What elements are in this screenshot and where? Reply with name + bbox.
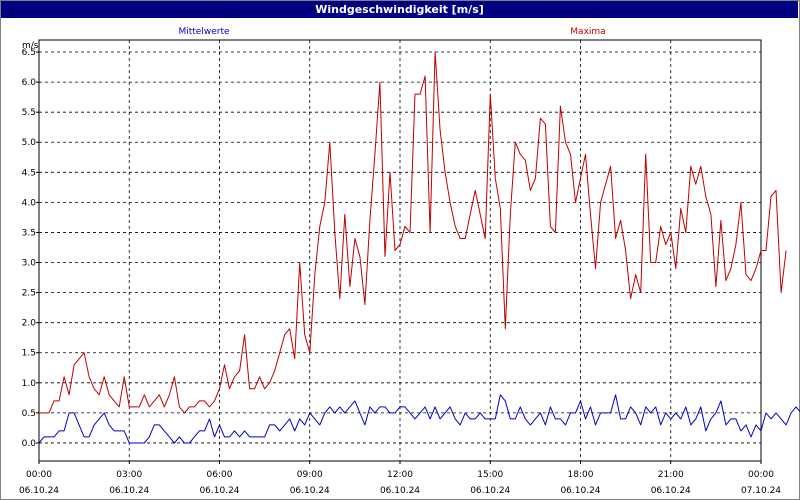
x-tick-time-label: 21:00 (658, 470, 684, 480)
x-tick-date-label: 06.10.24 (380, 486, 420, 496)
x-tick-time-label: 12:00 (387, 470, 413, 480)
x-tick-time-label: 00:00 (26, 470, 52, 480)
y-tick-label: 2.0 (22, 319, 37, 329)
y-tick-label: 0.5 (22, 409, 36, 419)
x-tick-date-label: 06.10.24 (651, 486, 691, 496)
series-lines (38, 51, 800, 444)
x-tick-time-label: 00:00 (748, 470, 774, 480)
x-tick-time-label: 03:00 (116, 470, 142, 480)
y-tick-label: 1.5 (22, 349, 36, 359)
legend-maxima: Maxima (570, 27, 605, 37)
grid-lines (39, 40, 761, 461)
x-tick-date-label: 07.10.24 (741, 486, 781, 496)
y-tick-label: 5.0 (22, 138, 37, 148)
y-axis-label: m/s (22, 41, 39, 51)
y-tick-label: 0.0 (22, 439, 37, 449)
x-axis: 00:00 06.10.24 03:00 06.10.24 06:00 06.10.24 0… (19, 461, 781, 496)
series-line-mittelwerte (38, 394, 800, 444)
chart-title: Windgeschwindigkeit [m/s] (1, 1, 798, 18)
y-tick-label: 6.0 (22, 78, 37, 88)
y-tick-label: 6.5 (22, 48, 36, 58)
y-tick-label: 5.5 (22, 108, 36, 118)
x-tick-date-label: 06.10.24 (560, 486, 600, 496)
y-tick-label: 1.0 (22, 379, 37, 389)
x-tick-date-label: 06.10.24 (290, 486, 330, 496)
x-tick-date-label: 06.10.24 (19, 486, 59, 496)
x-tick-time-label: 06:00 (207, 470, 233, 480)
y-tick-label: 3.5 (22, 228, 36, 238)
y-axis: m/s 0.0 0.5 1.0 1.5 2.0 2.5 3.0 3.5 4.0 4.5 5.0 5.5… (22, 41, 39, 449)
y-tick-label: 3.0 (22, 259, 37, 269)
y-tick-label: 4.0 (22, 198, 37, 208)
legend-mittelwerte: Mittelwerte (178, 27, 229, 37)
y-tick-label: 2.5 (22, 289, 36, 299)
x-tick-time-label: 18:00 (568, 470, 594, 480)
x-tick-date-label: 06.10.24 (199, 486, 239, 496)
x-tick-date-label: 06.10.24 (470, 486, 510, 496)
series-line-maxima (39, 51, 787, 414)
x-tick-time-label: 15:00 (477, 470, 503, 480)
x-tick-time-label: 09:00 (297, 470, 323, 480)
x-tick-date-label: 06.10.24 (109, 486, 149, 496)
y-tick-label: 4.5 (22, 168, 36, 178)
